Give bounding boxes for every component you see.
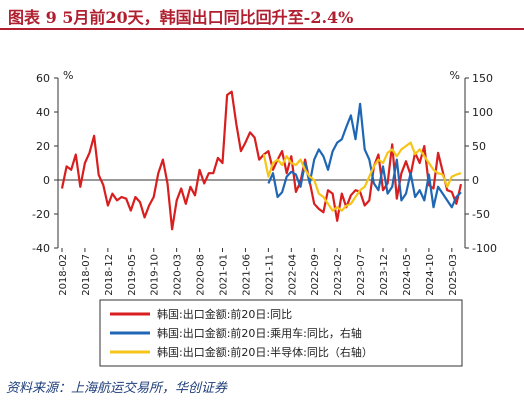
left-axis-tick-label: 20 <box>36 140 50 153</box>
x-axis-tick-label: 2021-11 <box>264 254 275 296</box>
series-line-3 <box>262 141 462 212</box>
right-axis-unit: % <box>450 69 460 82</box>
x-axis-tick-label: 2018-02 <box>58 254 69 296</box>
page-title: 图表 9 5月前20天，韩国出口同比回升至-2.4% <box>8 8 354 27</box>
x-axis-tick-label: 2018-07 <box>81 254 92 296</box>
x-axis-tick-label: 2021-01 <box>219 254 230 296</box>
left-axis-tick-label: -20 <box>32 208 50 221</box>
left-axis-tick-label: 0 <box>43 174 50 187</box>
title-rule <box>0 28 524 30</box>
right-axis-tick-label: 150 <box>472 72 493 85</box>
legend-label-1: 韩国:出口金额:前20日:同比 <box>157 307 292 321</box>
x-axis-tick-label: 2019-10 <box>150 254 161 296</box>
x-axis-tick-label: 2024-10 <box>425 254 436 296</box>
right-axis-tick-label: 100 <box>472 106 493 119</box>
left-axis-tick-label: 40 <box>36 106 50 119</box>
right-axis-tick-label: -100 <box>472 242 497 255</box>
x-axis-tick-label: 2023-12 <box>379 254 390 296</box>
x-axis-tick-label: 2024-05 <box>402 254 413 296</box>
x-axis-tick-label: 2023-02 <box>333 254 344 296</box>
x-axis-tick-label: 2020-08 <box>196 254 207 296</box>
left-axis-unit: % <box>63 69 73 82</box>
series-line-1 <box>60 90 463 231</box>
right-axis-tick-label: 50 <box>472 140 486 153</box>
x-axis-tick-label: 2025-03 <box>448 254 459 296</box>
x-axis-tick-label: 2022-09 <box>310 254 321 296</box>
right-axis-tick-label: 0 <box>472 174 479 187</box>
right-axis-tick-label: -50 <box>472 208 490 221</box>
x-axis-tick-label: 2023-07 <box>356 254 367 296</box>
x-axis-tick-label: 2020-03 <box>173 254 184 296</box>
series-line-2 <box>267 102 462 209</box>
left-axis-tick-label: 60 <box>36 72 50 85</box>
x-axis-tick-label: 2022-04 <box>287 254 298 296</box>
x-axis-tick-label: 2019-05 <box>127 254 138 296</box>
left-axis-tick-label: -40 <box>32 242 50 255</box>
x-axis-tick-label: 2018-12 <box>104 254 115 296</box>
source-note: 资料来源：上海航运交易所，华创证券 <box>6 381 228 396</box>
legend-box <box>99 299 463 367</box>
x-axis-tick-label: 2021-06 <box>241 254 252 296</box>
legend-label-2: 韩国:出口金额:前20日:乘用车:同比，右轴 <box>157 326 362 340</box>
legend-label-3: 韩国:出口金额:前20日:半导体:同比（右轴） <box>157 345 373 359</box>
